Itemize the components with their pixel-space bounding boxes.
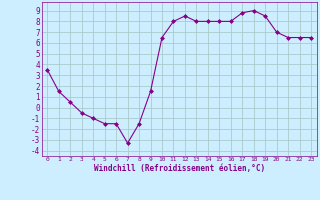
X-axis label: Windchill (Refroidissement éolien,°C): Windchill (Refroidissement éolien,°C) <box>94 164 265 173</box>
